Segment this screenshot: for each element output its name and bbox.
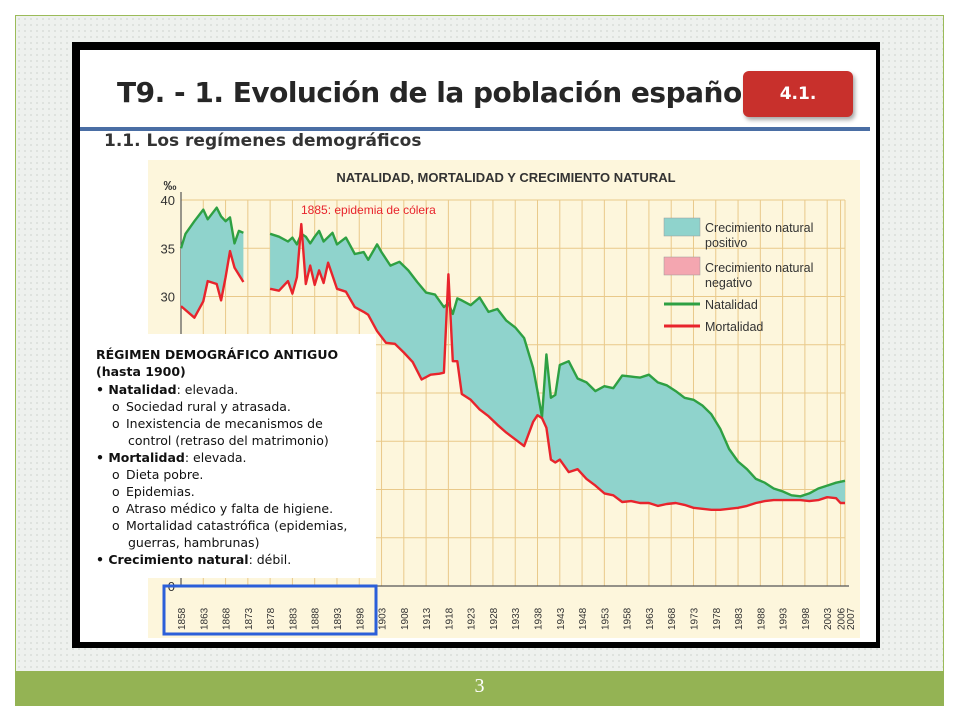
x-tick-label: 1928 <box>489 607 500 630</box>
x-tick-label: 1948 <box>578 607 589 630</box>
x-tick-label: 1938 <box>534 607 545 630</box>
regime-list: • Natalidad: elevada. o Sociedad rural y … <box>96 381 376 568</box>
positive-growth-area <box>270 224 846 510</box>
cholera-annotation: 1885: epidemia de cólera <box>301 203 436 217</box>
x-tick-label: 1858 <box>177 607 188 630</box>
regime-list-item: o Atraso médico y falta de higiene. <box>112 501 334 516</box>
legend-swatch-positive <box>663 217 701 237</box>
regime-textbox <box>86 334 376 578</box>
x-tick-label: 1943 <box>556 607 567 630</box>
x-tick-label: 1873 <box>244 607 255 630</box>
legend-swatch-negative <box>663 256 701 276</box>
x-tick-label: 1973 <box>689 607 700 630</box>
x-tick-label: 1888 <box>311 607 322 630</box>
legend-label: Crecimiento natural negativo <box>705 261 813 290</box>
regime-list-item: • Mortalidad: elevada. <box>96 450 247 465</box>
x-tick-label: 1863 <box>199 607 210 630</box>
x-tick-label: 2007 <box>846 607 857 630</box>
x-tick-label: 1898 <box>355 607 366 630</box>
regime-list-item: o Dieta pobre. <box>112 467 204 482</box>
legend-label: Mortalidad <box>705 320 763 334</box>
highlight-box <box>162 584 378 636</box>
regime-list-item: • Natalidad: elevada. <box>96 382 239 397</box>
x-tick-label: 1918 <box>444 607 455 630</box>
regime-list-item: • Crecimiento natural: débil. <box>96 552 292 567</box>
regime-title: RÉGIMEN DEMOGRÁFICO ANTIGUO (hasta 1900) <box>96 346 366 380</box>
x-tick-label: 1878 <box>266 607 277 630</box>
x-tick-label: 1958 <box>623 607 634 630</box>
x-tick-label: 1983 <box>734 607 745 630</box>
footer-bar: 3 <box>15 671 944 706</box>
x-tick-label: 1998 <box>801 607 812 630</box>
regime-list-item: o Mortalidad catastrófica (epidemias, <box>112 518 348 533</box>
regime-list-item: control (retraso del matrimonio) <box>128 433 329 448</box>
x-tick-label: 1968 <box>667 607 678 630</box>
x-tick-label: 1913 <box>422 607 433 630</box>
chart-title: NATALIDAD, MORTALIDAD Y CRECIMIENTO NATU… <box>336 170 675 185</box>
x-tick-label: 1933 <box>511 607 522 630</box>
x-tick-label: 2003 <box>823 607 834 630</box>
regime-list-item: guerras, hambrunas) <box>128 535 260 550</box>
x-tick-label: 1963 <box>645 607 656 630</box>
y-tick-label: 35 <box>161 241 175 256</box>
regime-title-line1: RÉGIMEN DEMOGRÁFICO ANTIGUO <box>96 347 339 362</box>
section-badge: 4.1. <box>743 71 853 117</box>
legend-label: Natalidad <box>705 298 758 312</box>
y-axis-label: ‰ <box>164 178 177 193</box>
x-tick-label: 1908 <box>400 607 411 630</box>
x-tick-label: 1978 <box>712 607 723 630</box>
regime-list-item: o Sociedad rural y atrasada. <box>112 399 291 414</box>
mortalidad-line <box>180 249 245 319</box>
x-tick-label: 1883 <box>288 607 299 630</box>
natalidad-line <box>269 229 846 498</box>
positive-growth-area <box>181 207 244 318</box>
legend-label: Crecimiento natural positivo <box>705 221 813 250</box>
regime-title-line2: (hasta 1900) <box>96 364 186 379</box>
slide-subtitle: 1.1. Los regímenes demográficos <box>104 131 422 151</box>
regime-list-item: o Inexistencia de mecanismos de <box>112 416 323 431</box>
mortalidad-line <box>269 222 845 511</box>
page-number: 3 <box>474 675 485 697</box>
x-tick-label: 1953 <box>600 607 611 630</box>
x-tick-label: 2006 <box>837 607 848 630</box>
y-tick-label: 40 <box>161 193 175 208</box>
x-tick-label: 1993 <box>779 607 790 630</box>
x-tick-label: 1923 <box>467 607 478 630</box>
x-tick-label: 1988 <box>756 607 767 630</box>
x-tick-label: 1893 <box>333 607 344 630</box>
natalidad-line <box>179 206 244 249</box>
y-tick-label: 30 <box>161 290 175 305</box>
x-tick-label: 1868 <box>222 607 233 630</box>
slide-title: T9. - 1. Evolución de la población españ… <box>117 76 770 109</box>
x-tick-label: 1903 <box>378 607 389 630</box>
title-rule <box>80 127 870 131</box>
regime-list-item: o Epidemias. <box>112 484 195 499</box>
